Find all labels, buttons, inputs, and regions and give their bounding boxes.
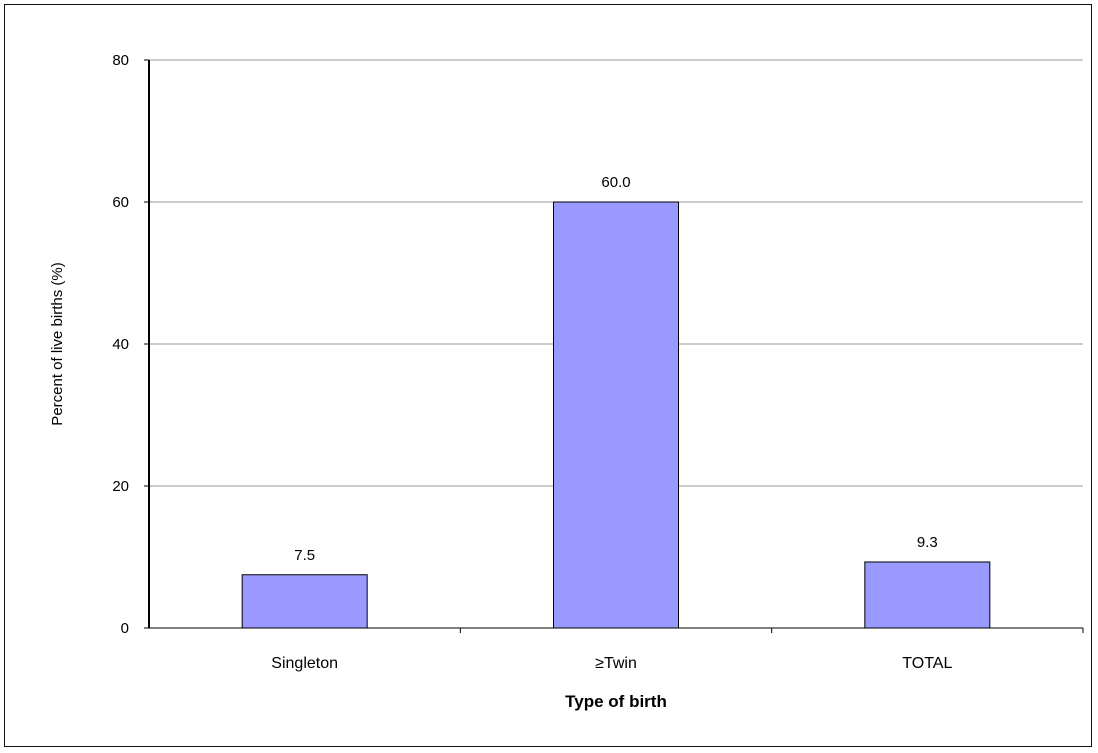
bar: [864, 561, 991, 629]
axes: [144, 59, 1084, 633]
data-labels: 7.5 60.0 9.3: [294, 174, 938, 564]
x-tick-label: Singleton: [271, 655, 338, 672]
y-tick-label: 20: [112, 478, 129, 495]
y-tick-label: 40: [112, 336, 129, 353]
x-tick-label: ≥Twin: [595, 655, 637, 672]
data-label: 7.5: [294, 547, 315, 564]
y-tick-labels: 0 20 40 60 80: [112, 52, 129, 637]
y-axis-title: Percent of live births (%): [49, 262, 66, 425]
data-label: 60.0: [601, 174, 630, 191]
x-tick-labels: Singleton ≥Twin TOTAL: [271, 655, 952, 672]
bar: [553, 201, 679, 629]
bars: [241, 201, 991, 629]
x-axis-title: Type of birth: [565, 692, 667, 711]
y-tick-label: 0: [121, 620, 129, 637]
x-tick-label: TOTAL: [902, 655, 952, 672]
data-label: 9.3: [917, 534, 938, 551]
y-tick-label: 60: [112, 194, 129, 211]
bar: [241, 574, 368, 629]
y-tick-label: 80: [112, 52, 129, 69]
